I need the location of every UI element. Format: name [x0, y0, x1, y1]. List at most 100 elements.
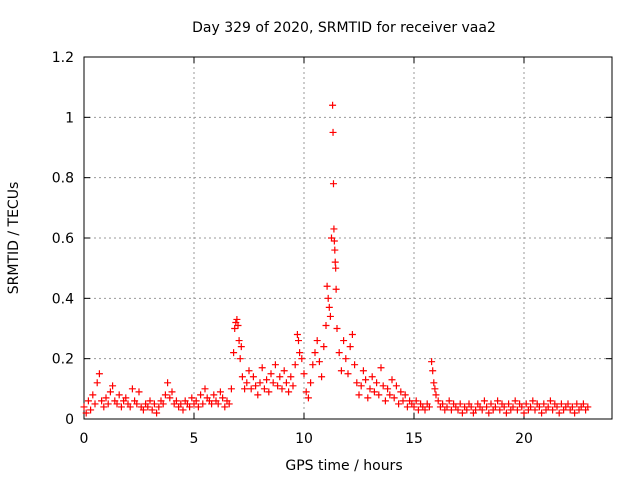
data-point	[351, 361, 359, 369]
data-point	[520, 409, 528, 417]
data-point	[421, 406, 429, 414]
data-point	[233, 315, 241, 323]
data-point	[144, 403, 152, 411]
data-point	[355, 391, 363, 399]
data-point	[87, 406, 95, 414]
data-point	[225, 400, 233, 408]
data-point	[289, 382, 297, 390]
data-point	[518, 403, 526, 411]
data-point	[313, 337, 321, 345]
y-tick-label: 0.8	[52, 171, 74, 187]
data-point	[522, 400, 530, 408]
data-point	[511, 397, 519, 405]
data-point	[236, 355, 244, 363]
data-point	[241, 385, 249, 393]
grid	[84, 57, 612, 419]
data-point	[219, 394, 227, 402]
data-point	[487, 400, 495, 408]
data-point	[135, 388, 143, 396]
data-point	[231, 325, 239, 332]
data-point	[307, 379, 315, 387]
data-point	[375, 391, 383, 399]
data-point	[122, 394, 130, 402]
data-point	[329, 101, 337, 109]
y-tick-labels: 0 0.2 0.4 0.6 0.8 1 1.2	[52, 50, 74, 428]
data-point	[216, 388, 224, 396]
data-point	[98, 397, 106, 405]
data-point	[332, 285, 340, 293]
data-point	[344, 370, 352, 378]
data-point	[538, 409, 546, 417]
data-points	[80, 101, 592, 417]
data-point	[300, 370, 308, 378]
data-point	[403, 403, 411, 411]
data-point	[315, 358, 323, 366]
data-point	[238, 373, 246, 381]
data-point	[456, 400, 464, 408]
data-point	[366, 385, 374, 393]
data-point	[139, 406, 147, 414]
data-point	[439, 400, 447, 408]
chart-title: Day 329 of 2020, SRMTID for receiver vaa…	[192, 20, 496, 36]
data-point	[395, 400, 403, 408]
y-axis-label: SRMTID / TECUs	[6, 182, 22, 295]
data-point	[269, 379, 277, 387]
data-point	[235, 337, 243, 345]
data-point	[381, 397, 389, 405]
data-point	[282, 379, 290, 387]
data-point	[373, 379, 381, 387]
data-point	[194, 403, 202, 411]
data-point	[208, 400, 216, 408]
data-point	[164, 379, 172, 387]
data-point	[362, 376, 370, 384]
data-point	[571, 409, 579, 417]
data-point	[271, 361, 279, 369]
data-point	[84, 397, 92, 405]
data-point	[513, 406, 521, 414]
data-point	[342, 355, 350, 363]
data-point	[483, 403, 491, 411]
data-point	[390, 394, 398, 402]
data-point	[280, 367, 288, 375]
data-point	[102, 394, 110, 402]
data-point	[234, 321, 242, 329]
data-point	[237, 343, 245, 351]
data-point	[544, 403, 552, 411]
data-point	[326, 312, 334, 320]
data-point	[467, 403, 475, 411]
data-point	[80, 403, 88, 411]
data-point	[502, 409, 510, 417]
data-point	[192, 397, 200, 405]
data-point	[397, 388, 405, 396]
data-point	[414, 406, 422, 414]
axis-ticks	[83, 56, 612, 420]
data-point	[210, 391, 218, 399]
data-point	[109, 382, 117, 390]
data-point	[263, 376, 271, 384]
data-point	[332, 264, 340, 272]
x-tick-label: 5	[190, 431, 199, 447]
data-point	[214, 400, 222, 408]
data-point	[485, 409, 493, 417]
data-point	[260, 385, 268, 393]
data-point	[249, 373, 257, 381]
data-point	[434, 397, 442, 405]
data-point	[337, 367, 345, 375]
data-point	[432, 391, 440, 399]
data-point	[401, 391, 409, 399]
data-point	[331, 258, 339, 266]
data-point	[168, 388, 176, 396]
data-point	[527, 403, 535, 411]
data-point	[146, 397, 154, 405]
data-point	[535, 403, 543, 411]
data-point	[323, 282, 331, 290]
data-point	[172, 397, 180, 405]
data-point	[579, 400, 587, 408]
data-point	[318, 373, 326, 381]
data-point	[247, 385, 255, 393]
data-point	[221, 403, 229, 411]
data-point	[353, 379, 361, 387]
data-point	[333, 325, 341, 332]
data-point	[322, 321, 330, 329]
